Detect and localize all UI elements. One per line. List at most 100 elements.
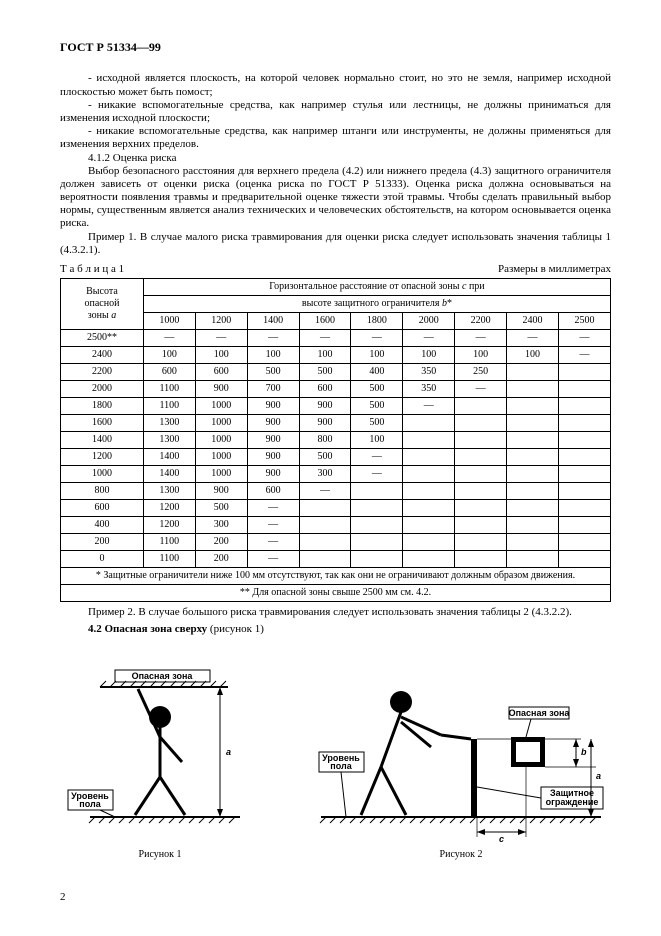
cell: [558, 466, 610, 483]
table-caption-right: Размеры в миллиметрах: [498, 263, 611, 276]
cell: [507, 517, 559, 534]
table-row: 2400100100100100100100100100—: [61, 347, 611, 364]
cell: —: [403, 330, 455, 347]
cell: 1300: [143, 432, 195, 449]
cell: 500: [299, 364, 351, 381]
cell: —: [247, 551, 299, 568]
svg-text:b: b: [581, 747, 587, 757]
cell: 500: [351, 381, 403, 398]
table-row: 2500**—————————: [61, 330, 611, 347]
cell: 300: [299, 466, 351, 483]
col-header: 2500: [558, 313, 610, 330]
cell: [507, 415, 559, 432]
body-text: - исходной является плоскость, на которо…: [60, 72, 611, 98]
cell: 500: [351, 415, 403, 432]
cell: [455, 517, 507, 534]
cell: 100: [403, 347, 455, 364]
row-height: 1600: [61, 415, 144, 432]
cell: 800: [299, 432, 351, 449]
cell: 200: [195, 551, 247, 568]
cell: —: [558, 347, 610, 364]
table-row: 160013001000900900500: [61, 415, 611, 432]
cell: 350: [403, 364, 455, 381]
cell: 1000: [195, 415, 247, 432]
cell: —: [247, 534, 299, 551]
section-heading: 4.2 Опасная зона сверху (рисунок 1): [60, 623, 611, 636]
cell: 1400: [143, 466, 195, 483]
row-height: 1800: [61, 398, 144, 415]
cell: 100: [351, 432, 403, 449]
cell: 600: [247, 483, 299, 500]
cell: [299, 517, 351, 534]
cell: 500: [247, 364, 299, 381]
cell: [507, 466, 559, 483]
cell: [299, 551, 351, 568]
cell: —: [299, 483, 351, 500]
cell: 250: [455, 364, 507, 381]
cell: —: [351, 466, 403, 483]
cell: 1300: [143, 483, 195, 500]
cell: 1300: [143, 415, 195, 432]
svg-text:пола: пола: [330, 761, 352, 771]
cell: [403, 500, 455, 517]
body-text: Выбор безопасного расстояния для верхнег…: [60, 165, 611, 231]
cell: 900: [247, 415, 299, 432]
cell: [507, 381, 559, 398]
cell: [403, 517, 455, 534]
cell: 100: [299, 347, 351, 364]
cell: 100: [195, 347, 247, 364]
cell: [558, 483, 610, 500]
row-height: 200: [61, 534, 144, 551]
col-header: 1600: [299, 313, 351, 330]
cell: 100: [143, 347, 195, 364]
cell: [455, 500, 507, 517]
cell: [299, 500, 351, 517]
cell: 1000: [195, 432, 247, 449]
table-row: 2001100200—: [61, 534, 611, 551]
col-header: 1800: [351, 313, 403, 330]
row-height: 0: [61, 551, 144, 568]
svg-text:ограждение: ограждение: [546, 797, 599, 807]
standard-code: ГОСТ Р 51334—99: [60, 40, 611, 54]
cell: [558, 364, 610, 381]
cell: 1000: [195, 398, 247, 415]
cell: 100: [507, 347, 559, 364]
cell: 1100: [143, 534, 195, 551]
table-row: 6001200500—: [61, 500, 611, 517]
cell: [558, 449, 610, 466]
cell: [455, 534, 507, 551]
cell: —: [455, 330, 507, 347]
table-row: 100014001000900300—: [61, 466, 611, 483]
svg-text:a: a: [226, 747, 231, 757]
cell: 900: [195, 483, 247, 500]
table-note-1: * Защитные ограничители ниже 100 мм отсу…: [61, 568, 611, 585]
cell: 900: [247, 398, 299, 415]
cell: 900: [247, 449, 299, 466]
cell: [558, 534, 610, 551]
cell: [351, 517, 403, 534]
col-header: 2200: [455, 313, 507, 330]
row-height: 800: [61, 483, 144, 500]
cell: —: [507, 330, 559, 347]
cell: 100: [455, 347, 507, 364]
cell: [403, 483, 455, 500]
svg-text:Опасная зона: Опасная зона: [509, 708, 571, 718]
cell: 1200: [143, 517, 195, 534]
cell: [455, 398, 507, 415]
cell: 900: [247, 466, 299, 483]
cell: [558, 398, 610, 415]
cell: 100: [247, 347, 299, 364]
cell: 1100: [143, 381, 195, 398]
cell: —: [247, 500, 299, 517]
table-row: 140013001000900800100: [61, 432, 611, 449]
cell: 1000: [195, 449, 247, 466]
span-header-1: Горизонтальное расстояние от опасной зон…: [143, 279, 610, 296]
cell: —: [143, 330, 195, 347]
row-height: 2000: [61, 381, 144, 398]
cell: [507, 364, 559, 381]
figure-2: Опасная зона Уровень пола Защитное ограж…: [311, 667, 611, 861]
body-text: - никакие вспомогательные средства, как …: [60, 125, 611, 151]
cell: [558, 551, 610, 568]
cell: [455, 466, 507, 483]
page-number: 2: [60, 891, 611, 904]
